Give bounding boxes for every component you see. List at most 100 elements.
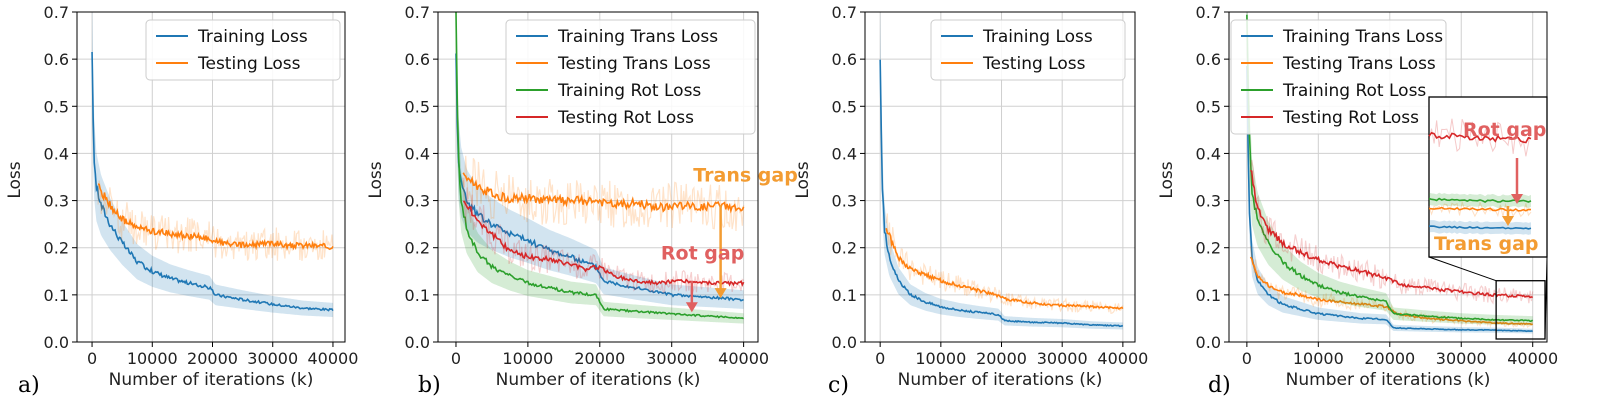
y-tick-label: 0.1: [44, 286, 69, 305]
inset-series-line: [1428, 206, 1532, 212]
series-line: [91, 52, 334, 312]
y-tick-label: 0.1: [832, 286, 857, 305]
y-tick-label: 0.4: [44, 144, 69, 163]
y-tick-label: 0.0: [405, 333, 430, 352]
legend: Training Loss Testing Loss: [145, 19, 341, 81]
series-band: [1246, 12, 1533, 334]
legend: Training Trans Loss Testing Trans Loss Tra…: [1230, 19, 1447, 135]
y-tick-label: 0.2: [405, 239, 430, 258]
x-tick-label: 10000: [915, 349, 966, 368]
series-group: [1246, 12, 1534, 334]
zoom-region: [1495, 280, 1546, 340]
series-line: [885, 228, 1124, 310]
legend-box: [145, 19, 341, 81]
gap-arrow-head: [1511, 194, 1523, 204]
axes-frame: [437, 11, 759, 343]
legend-box: [505, 19, 756, 135]
y-tick-label: 0.5: [405, 97, 430, 116]
axes-frame: [864, 11, 1136, 343]
chart-panel-1: 0 10000 20000 30000 40000 0.0 0.1 0.2 0.3 0.4 0.5 0…: [5, 3, 358, 398]
series-band: [880, 12, 1123, 330]
y-tick-label: 0.6: [832, 50, 857, 69]
legend-entry: Training Loss: [982, 27, 1093, 47]
gap-arrow-head: [1502, 216, 1514, 226]
y-tick-label: 0.5: [832, 97, 857, 116]
x-axis-label: Number of iterations (k): [1286, 370, 1491, 390]
gap-annotation: Rot gap: [1463, 119, 1546, 141]
y-tick-label: 0.4: [832, 144, 857, 163]
series-noisy-line: [462, 177, 744, 295]
y-tick-label: 0.0: [832, 333, 857, 352]
x-tick-label: 20000: [187, 349, 238, 368]
x-tick-label: 30000: [1436, 349, 1487, 368]
x-tick-label: 10000: [127, 349, 178, 368]
legend-entry: Testing Loss: [982, 54, 1086, 74]
gap-arrow-head: [685, 302, 698, 313]
y-tick-label: 0.6: [405, 50, 430, 69]
chart-panel-2: 0 10000 20000 30000 40000 0.0 0.1 0.2 0.3 0.4 0.5 0…: [366, 3, 798, 398]
y-tick-label: 0.1: [405, 286, 430, 305]
x-tick-label: 30000: [1037, 349, 1088, 368]
chart-panel-4: 0 10000 20000 30000 40000 0.0 0.1 0.2 0.3 0.4 0.5 0…: [1157, 3, 1558, 398]
legend: Training Trans Loss Testing Trans Loss Tra…: [505, 19, 756, 135]
y-tick-label: 0.3: [1196, 192, 1221, 211]
inset-box: [1428, 96, 1548, 258]
series-group: [455, 12, 745, 324]
y-axis-label: Loss: [793, 161, 813, 198]
series-line: [455, 53, 744, 302]
x-tick-label: 30000: [247, 349, 298, 368]
y-tick-label: 0.7: [44, 3, 69, 22]
x-tick-label: 0: [87, 349, 97, 368]
x-axis-label: Number of iterations (k): [496, 370, 701, 390]
series-noisy-line: [1249, 159, 1534, 305]
legend-entry: Training Trans Loss: [1282, 27, 1443, 47]
legend: Training Loss Testing Loss: [930, 19, 1126, 81]
x-tick-label: 40000: [718, 349, 769, 368]
y-axis-label: Loss: [1157, 161, 1177, 198]
x-tick-label: 40000: [1097, 349, 1148, 368]
series-noisy-line: [97, 180, 334, 261]
y-tick-label: 0.0: [44, 333, 69, 352]
y-tick-label: 0.6: [1196, 50, 1221, 69]
series-group: [879, 12, 1124, 330]
y-tick-label: 0.4: [1196, 144, 1221, 163]
inset-series-line: [1428, 225, 1532, 230]
inset-series-line: [1428, 197, 1532, 204]
x-tick-label: 10000: [1293, 349, 1344, 368]
zoom-inset: Rot gap Trans gap: [1428, 96, 1548, 340]
x-tick-label: 20000: [976, 349, 1027, 368]
series-noisy-line: [462, 155, 745, 232]
x-tick-label: 30000: [646, 349, 697, 368]
y-tick-label: 0.7: [832, 3, 857, 22]
series-line: [455, 12, 744, 320]
gap-annotation: Trans gap: [693, 165, 798, 187]
x-tick-label: 0: [875, 349, 885, 368]
panel-label: a): [18, 373, 40, 398]
series-line: [1246, 65, 1533, 333]
x-tick-label: 20000: [1364, 349, 1415, 368]
legend-entry: Testing Rot Loss: [557, 108, 694, 128]
y-tick-label: 0.3: [44, 192, 69, 211]
x-tick-label: 40000: [1507, 349, 1558, 368]
y-tick-label: 0.0: [1196, 333, 1221, 352]
legend-entry: Training Trans Loss: [557, 27, 718, 47]
series-line: [879, 59, 1124, 328]
y-tick-label: 0.3: [405, 192, 430, 211]
inset-series-line: [1428, 131, 1532, 144]
legend-entry: Training Rot Loss: [557, 81, 701, 101]
legend-entry: Testing Trans Loss: [1282, 54, 1436, 74]
legend-entry: Testing Loss: [197, 54, 301, 74]
y-tick-label: 0.4: [405, 144, 430, 163]
y-tick-label: 0.7: [405, 3, 430, 22]
panel-label: c): [828, 373, 849, 398]
gap-arrow-head: [714, 288, 727, 299]
legend-entry: Testing Rot Loss: [1282, 108, 1419, 128]
y-axis-label: Loss: [366, 161, 386, 198]
inset-connector: [1544, 256, 1548, 340]
y-tick-label: 0.3: [832, 192, 857, 211]
series-group: [91, 12, 334, 317]
inset-noisy-line: [1428, 200, 1532, 218]
legend-entry: Training Loss: [197, 27, 308, 47]
series-line: [462, 172, 745, 214]
y-tick-label: 0.2: [832, 239, 857, 258]
